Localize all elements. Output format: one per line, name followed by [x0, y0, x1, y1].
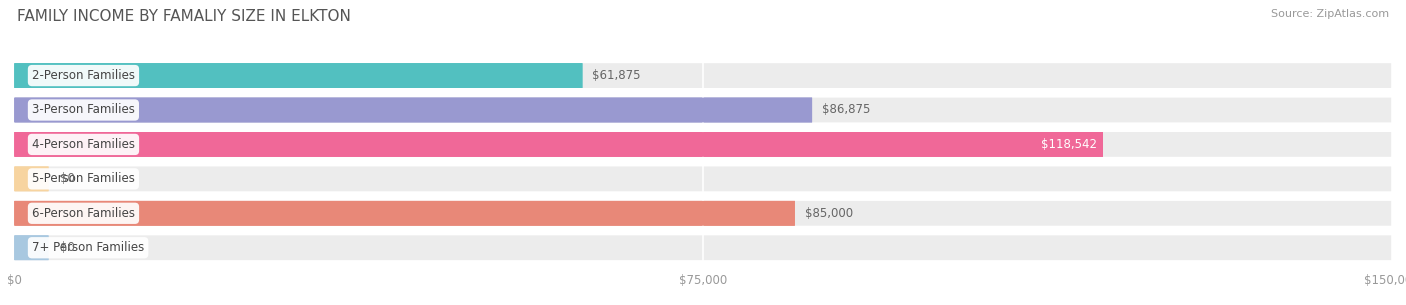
FancyBboxPatch shape [14, 235, 48, 260]
FancyBboxPatch shape [14, 98, 813, 122]
Text: 5-Person Families: 5-Person Families [32, 172, 135, 185]
FancyBboxPatch shape [14, 201, 1392, 226]
FancyBboxPatch shape [14, 98, 813, 122]
Text: 3-Person Families: 3-Person Families [32, 103, 135, 117]
Text: $0: $0 [59, 241, 75, 254]
Text: 2-Person Families: 2-Person Families [32, 69, 135, 82]
Text: Source: ZipAtlas.com: Source: ZipAtlas.com [1271, 9, 1389, 19]
FancyBboxPatch shape [14, 63, 582, 88]
FancyBboxPatch shape [14, 167, 48, 191]
FancyBboxPatch shape [14, 63, 1392, 88]
FancyBboxPatch shape [14, 63, 582, 88]
Text: 6-Person Families: 6-Person Families [32, 207, 135, 220]
Text: FAMILY INCOME BY FAMALIY SIZE IN ELKTON: FAMILY INCOME BY FAMALIY SIZE IN ELKTON [17, 9, 350, 24]
Text: $0: $0 [59, 172, 75, 185]
FancyBboxPatch shape [14, 132, 1392, 157]
FancyBboxPatch shape [14, 167, 1392, 191]
FancyBboxPatch shape [14, 167, 48, 191]
FancyBboxPatch shape [14, 235, 48, 260]
FancyBboxPatch shape [14, 132, 1102, 157]
Text: 4-Person Families: 4-Person Families [32, 138, 135, 151]
FancyBboxPatch shape [14, 201, 794, 226]
FancyBboxPatch shape [14, 235, 1392, 260]
Text: $61,875: $61,875 [592, 69, 641, 82]
Text: $118,542: $118,542 [1042, 138, 1098, 151]
FancyBboxPatch shape [14, 201, 794, 226]
FancyBboxPatch shape [14, 98, 1392, 122]
FancyBboxPatch shape [14, 132, 1102, 157]
Text: $86,875: $86,875 [821, 103, 870, 117]
Text: 7+ Person Families: 7+ Person Families [32, 241, 145, 254]
Text: $85,000: $85,000 [804, 207, 852, 220]
